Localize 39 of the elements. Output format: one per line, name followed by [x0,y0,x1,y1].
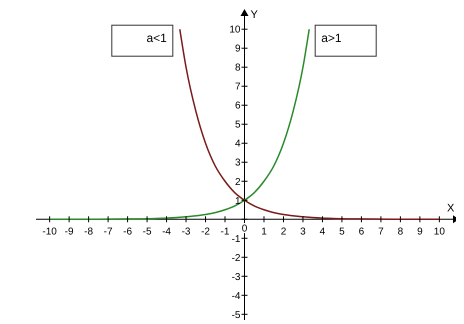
x-tick-label: -5 [142,226,152,238]
y-tick-label: 6 [234,100,241,112]
x-tick-label: 8 [398,226,404,238]
x-axis-title: X [447,202,455,214]
y-tick-label: 1 [234,196,241,207]
x-tick-label: 9 [417,226,424,238]
y-tick-label: 2 [234,176,241,188]
x-tick-label: 2 [280,226,287,238]
y-tick-label: 9 [234,44,241,55]
x-tick-label: -1 [220,226,230,238]
x-tick-label: -7 [104,226,113,238]
x-tick-label: 3 [300,226,306,238]
series-label: a<1 [146,31,168,46]
x-tick-label: 1 [261,226,268,238]
y-tick-label: 4 [234,138,241,150]
x-tick-label: 5 [339,226,346,238]
y-tick-label: 7 [234,82,241,93]
y-tick-label: -1 [232,234,241,245]
y-tick-label: 8 [234,62,241,74]
x-tick-label: -6 [123,226,132,238]
x-tick-label: 6 [358,226,365,238]
y-tick-label: -4 [232,290,241,302]
y-axis-title: Y [250,9,258,21]
y-tick-label: -2 [232,252,241,264]
x-tick-label: -9 [64,226,74,238]
x-tick-label: 7 [378,226,384,238]
x-tick-label: -8 [84,226,94,238]
x-tick-label: -3 [182,226,191,238]
y-tick-label: 5 [234,120,241,131]
x-tick-label: -10 [42,226,58,238]
y-tick-label: -3 [232,272,241,283]
x-tick-label: -2 [201,226,210,238]
y-tick-label: 3 [234,158,241,169]
y-tick-label: -5 [232,310,241,321]
series-label: a>1 [321,31,342,46]
x-tick-label: 4 [320,226,326,238]
x-tick-label: 10 [434,226,446,238]
y-tick-label: 10 [229,24,241,36]
x-tick-label: -4 [162,226,172,238]
